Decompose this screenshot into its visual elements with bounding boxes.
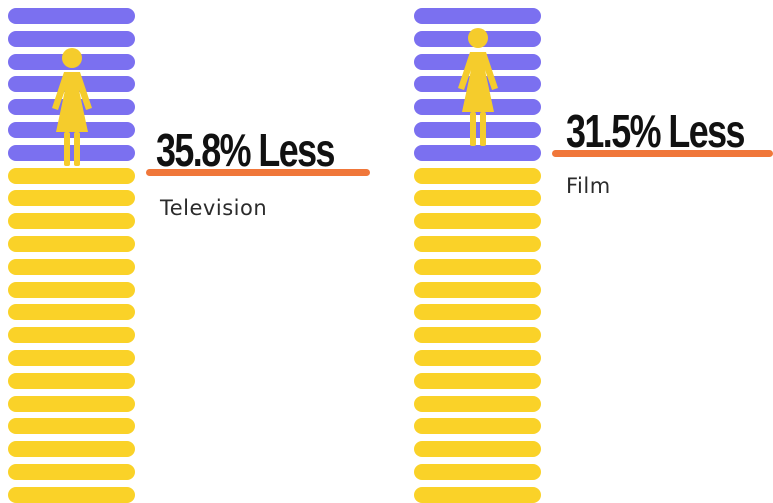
men-stripe <box>8 258 135 275</box>
men-stripe <box>8 213 135 230</box>
television-underline <box>146 169 370 176</box>
men-stripe <box>414 281 541 298</box>
women-stripe <box>8 8 135 24</box>
men-stripe <box>414 486 541 503</box>
woman-icon <box>52 48 92 166</box>
men-stripe <box>414 327 541 344</box>
men-stripe <box>414 236 541 252</box>
television-label: Television <box>160 196 268 220</box>
men-stripe <box>8 304 135 321</box>
men-stripe <box>8 486 135 503</box>
men-stripe <box>8 418 135 435</box>
women-stripe <box>414 144 541 161</box>
women-stripe <box>8 144 135 161</box>
men-stripe <box>8 236 135 252</box>
men-stripe <box>414 418 541 435</box>
men-stripe <box>8 464 135 480</box>
men-stripe <box>414 395 541 412</box>
film-headline: 31.5% Less <box>566 105 745 157</box>
men-stripe <box>8 395 135 412</box>
men-stripe <box>414 304 541 321</box>
women-stripe <box>414 8 541 24</box>
men-stripe <box>8 350 135 366</box>
men-stripe <box>414 372 541 389</box>
film-stripe-stack <box>414 8 541 503</box>
woman-icon <box>458 28 498 146</box>
men-stripe <box>414 190 541 207</box>
men-stripe <box>414 441 541 458</box>
men-stripe <box>8 441 135 458</box>
infographic: 35.8% Less Television 31.5% Less Film <box>8 8 773 503</box>
film-underline <box>552 150 773 157</box>
men-stripe <box>8 281 135 298</box>
television-headline: 35.8% Less <box>156 124 335 176</box>
men-stripe <box>8 372 135 389</box>
men-stripe <box>414 464 541 480</box>
women-stripe <box>8 30 135 47</box>
women-stripe <box>414 122 541 138</box>
men-stripe <box>8 190 135 207</box>
men-stripe <box>414 350 541 366</box>
men-stripe <box>414 213 541 230</box>
men-stripe <box>8 327 135 344</box>
film-label: Film <box>566 174 611 198</box>
men-stripe <box>8 167 135 184</box>
men-stripe <box>414 258 541 275</box>
men-stripe <box>414 167 541 184</box>
